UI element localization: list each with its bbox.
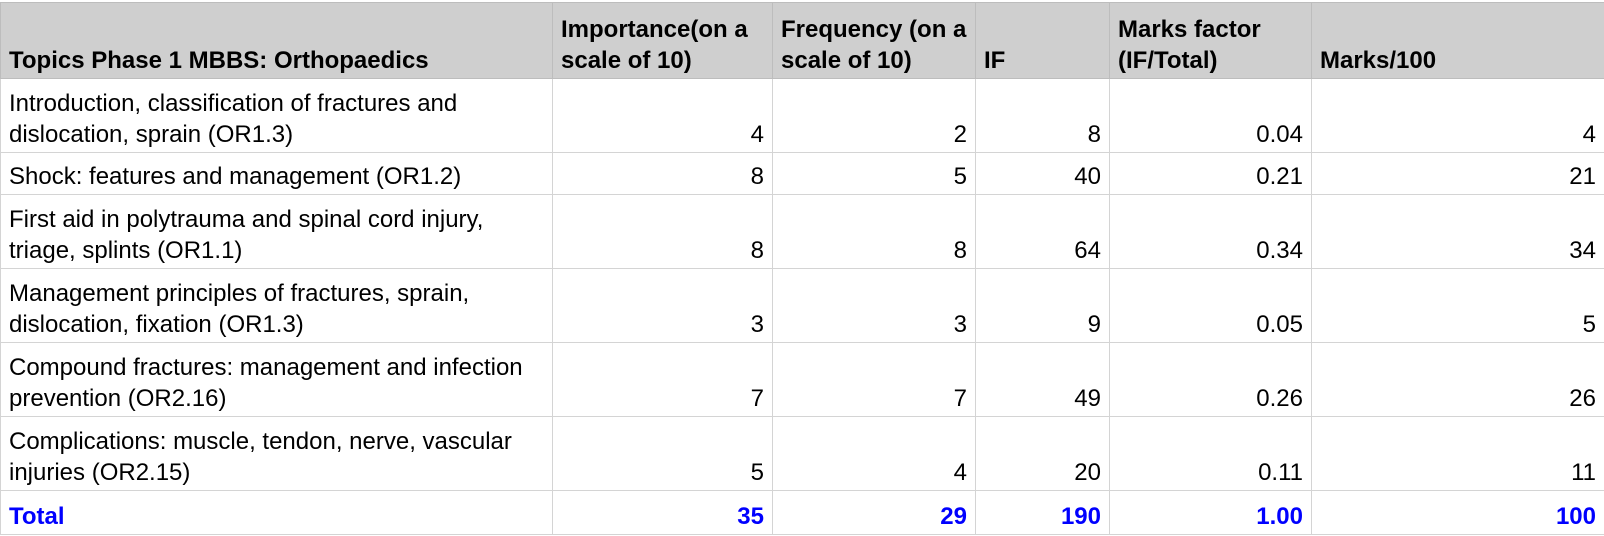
- number-cell: 8: [773, 195, 976, 269]
- header-cell: Topics Phase 1 MBBS: Orthopaedics: [1, 3, 553, 79]
- topic-cell: Management principles of fractures, spra…: [1, 269, 553, 343]
- number-cell: 4: [1312, 79, 1604, 153]
- number-cell: 3: [553, 269, 773, 343]
- number-cell: 40: [976, 153, 1110, 195]
- total-cell: 1.00: [1110, 491, 1312, 535]
- topic-cell: Introduction, classification of fracture…: [1, 79, 553, 153]
- number-cell: 26: [1312, 343, 1604, 417]
- number-cell: 34: [1312, 195, 1604, 269]
- number-cell: 21: [1312, 153, 1604, 195]
- number-cell: 64: [976, 195, 1110, 269]
- number-cell: 4: [773, 417, 976, 491]
- topic-cell: Compound fractures: management and infec…: [1, 343, 553, 417]
- table-row: Management principles of fractures, spra…: [1, 269, 1604, 343]
- total-cell: 100: [1312, 491, 1604, 535]
- number-cell: 49: [976, 343, 1110, 417]
- table-row: First aid in polytrauma and spinal cord …: [1, 195, 1604, 269]
- header-cell: Marks/100: [1312, 3, 1604, 79]
- table-row: Compound fractures: management and infec…: [1, 343, 1604, 417]
- topic-cell: Complications: muscle, tendon, nerve, va…: [1, 417, 553, 491]
- number-cell: 0.34: [1110, 195, 1312, 269]
- header-cell: Importance(on a scale of 10): [553, 3, 773, 79]
- total-cell: 29: [773, 491, 976, 535]
- number-cell: 7: [553, 343, 773, 417]
- total-cell: 35: [553, 491, 773, 535]
- total-cell: 190: [976, 491, 1110, 535]
- number-cell: 0.11: [1110, 417, 1312, 491]
- topic-cell: Shock: features and management (OR1.2): [1, 153, 553, 195]
- number-cell: 7: [773, 343, 976, 417]
- number-cell: 4: [553, 79, 773, 153]
- table-row: Introduction, classification of fracture…: [1, 79, 1604, 153]
- number-cell: 8: [976, 79, 1110, 153]
- number-cell: 11: [1312, 417, 1604, 491]
- number-cell: 5: [773, 153, 976, 195]
- number-cell: 9: [976, 269, 1110, 343]
- number-cell: 0.04: [1110, 79, 1312, 153]
- number-cell: 5: [553, 417, 773, 491]
- number-cell: 8: [553, 195, 773, 269]
- number-cell: 5: [1312, 269, 1604, 343]
- number-cell: 0.05: [1110, 269, 1312, 343]
- number-cell: 0.21: [1110, 153, 1312, 195]
- number-cell: 2: [773, 79, 976, 153]
- topic-cell: First aid in polytrauma and spinal cord …: [1, 195, 553, 269]
- total-label: Total: [1, 491, 553, 535]
- number-cell: 3: [773, 269, 976, 343]
- table-row: Complications: muscle, tendon, nerve, va…: [1, 417, 1604, 491]
- header-cell: IF: [976, 3, 1110, 79]
- number-cell: 0.26: [1110, 343, 1312, 417]
- header-cell: Marks factor (IF/Total): [1110, 3, 1312, 79]
- number-cell: 8: [553, 153, 773, 195]
- number-cell: 20: [976, 417, 1110, 491]
- header-cell: Frequency (on a scale of 10): [773, 3, 976, 79]
